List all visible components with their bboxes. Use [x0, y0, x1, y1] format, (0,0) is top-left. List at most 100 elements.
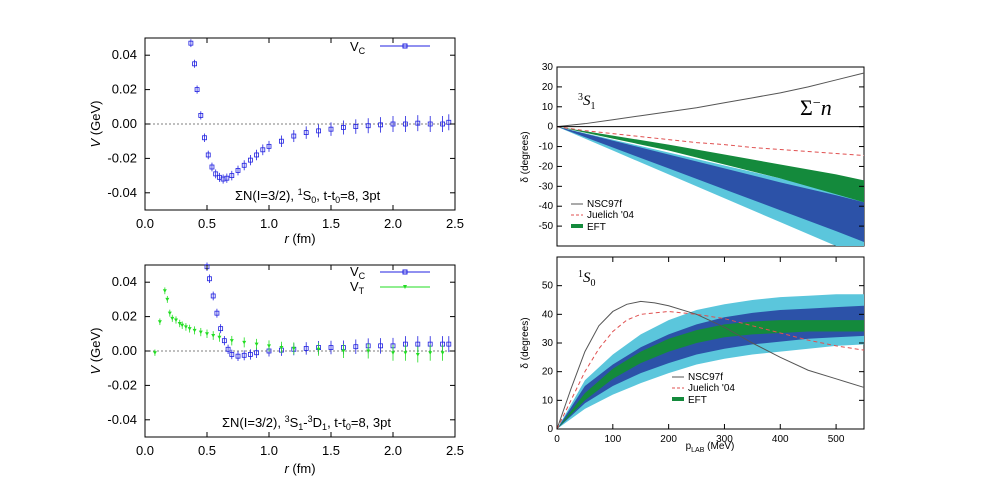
- y-tick-label: -0.02: [107, 150, 137, 165]
- y-tick-label: 10: [542, 102, 554, 113]
- data-point: [316, 128, 322, 134]
- data-point: [254, 342, 259, 347]
- x-tick-label: 1.0: [260, 443, 278, 458]
- data-point: [224, 175, 230, 181]
- y-axis-label: V (GeV): [88, 101, 103, 148]
- panel-bottom-left: -0.04 -0.02 0.00 0.02 0.04 0.0 0.5 1.0 1.5 2.0 2.5…: [88, 262, 464, 476]
- y-tick-label: -10: [539, 142, 554, 153]
- y-tick-label: 20: [542, 367, 554, 378]
- y-axis-label: δ (degrees): [520, 131, 531, 182]
- legend-label-juelich: Juelich '04: [688, 383, 735, 394]
- legend-label-vc: VC: [350, 39, 366, 56]
- data-point: [198, 113, 204, 118]
- plot-frame: [144, 264, 456, 438]
- data-point: [225, 346, 231, 352]
- plot-marks: [556, 72, 865, 246]
- y-tick-label: 50: [542, 281, 554, 292]
- data-point: [291, 133, 297, 139]
- y-tick-label: 40: [542, 309, 554, 320]
- legend-label-nsc97f: NSC97f: [587, 199, 622, 210]
- data-point: [218, 326, 224, 332]
- data-point: [247, 352, 253, 357]
- data-point: [440, 121, 446, 127]
- data-point: [183, 325, 188, 329]
- data-point: [207, 276, 212, 282]
- partial-wave-label: 1S0: [578, 269, 596, 289]
- data-point: [254, 350, 260, 356]
- data-point: [303, 130, 309, 136]
- data-point: [213, 171, 219, 177]
- x-tick-label: 1.0: [260, 216, 278, 231]
- y-axis-label: V (GeV): [88, 328, 103, 375]
- y-tick-label: -0.04: [107, 412, 137, 427]
- data-point: [217, 335, 222, 340]
- y-tick-label: -0.04: [107, 185, 137, 200]
- legend: NSC97f Juelich '04 EFT: [571, 199, 634, 233]
- y-tick-label: 0.04: [112, 274, 137, 289]
- panel-top-left: -0.04 -0.02 0.00 0.02 0.04 0.0 0.5 1.0 1.5 2.0 2.5…: [88, 37, 464, 246]
- band-eft: [557, 320, 864, 429]
- data-point: [279, 346, 284, 350]
- y-tick-label: 30: [542, 62, 554, 73]
- x-tick-label: 2.5: [446, 443, 464, 458]
- axis-ticks: 30 20 10 0 -10 -20 -30 -40 -50: [539, 62, 864, 232]
- legend-marker-vt: [403, 285, 407, 289]
- x-tick-label: 500: [828, 434, 845, 445]
- data-point: [170, 316, 175, 321]
- data-point: [165, 297, 170, 302]
- data-point: [390, 121, 396, 127]
- y-tick-label: 0.02: [112, 82, 137, 97]
- data-point: [391, 351, 395, 355]
- data-point: [157, 320, 162, 324]
- x-axis-label: r (fm): [284, 231, 315, 246]
- plot-frame: [144, 37, 456, 211]
- y-tick-label: 0: [547, 424, 553, 435]
- data-point: [241, 352, 247, 358]
- legend-label-nsc97f: NSC97f: [688, 372, 723, 383]
- x-tick-label: 200: [660, 434, 677, 445]
- partial-wave-label: 3S1: [578, 92, 596, 112]
- data-point: [174, 318, 178, 323]
- data-point: [378, 122, 384, 128]
- legend: NSC97f Juelich '04 EFT: [672, 372, 735, 406]
- band-eft-band-light: [557, 126, 864, 246]
- y-tick-label: -30: [539, 181, 554, 192]
- legend-label-eft: EFT: [587, 222, 606, 233]
- legend-marker-vc: [402, 269, 408, 275]
- y-tick-label: 0.04: [112, 47, 137, 62]
- data-point: [278, 138, 284, 144]
- data-point: [211, 334, 216, 338]
- y-tick-label: 0.02: [112, 309, 137, 324]
- x-tick-label: 0.5: [198, 443, 216, 458]
- series-line-nsc97f: [556, 72, 865, 128]
- y-tick-label: 10: [542, 395, 554, 406]
- plot-frame: [556, 66, 865, 247]
- data-point: [291, 346, 296, 351]
- data-point: [365, 123, 371, 129]
- panel-top-right: 30 20 10 0 -10 -20 -30 -40 -50 δ (degrees) 3S1 Σ…: [520, 62, 865, 247]
- data-point: [162, 289, 167, 293]
- series-line-juelich: [556, 126, 865, 157]
- x-tick-label: 100: [604, 434, 621, 445]
- data-point: [198, 330, 203, 335]
- x-tick-label: 0: [554, 434, 560, 445]
- data-point: [241, 162, 247, 168]
- data-point: [205, 152, 211, 158]
- plot-marks: [556, 294, 865, 430]
- y-tick-label: -20: [539, 161, 554, 172]
- data-point: [254, 152, 260, 158]
- data-point: [235, 353, 241, 359]
- x-tick-label: 0.5: [198, 216, 216, 231]
- reaction-label: Σ−n: [800, 95, 832, 120]
- data-point: [209, 164, 215, 170]
- data-point: [188, 40, 194, 46]
- legend-marker-vc: [402, 43, 408, 49]
- data-point: [260, 147, 266, 153]
- y-tick-label: 0: [547, 122, 553, 133]
- band-eft-band-dark: [557, 305, 864, 429]
- data-point: [247, 157, 253, 163]
- y-tick-label: 20: [542, 82, 554, 93]
- data-point: [167, 311, 172, 316]
- y-tick-label: -50: [539, 221, 554, 232]
